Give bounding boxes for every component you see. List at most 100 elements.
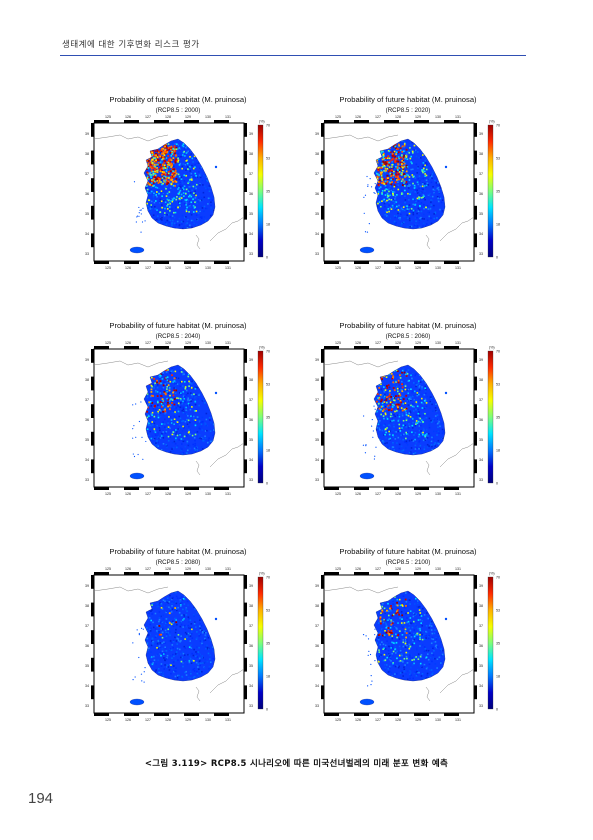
- lat-tick-label: 38: [315, 604, 319, 608]
- frame-tick-bar: [474, 459, 477, 474]
- frame-tick-bar: [354, 261, 369, 264]
- colorbar-tick-label: 0: [496, 482, 498, 486]
- frame-tick-bar: [321, 123, 324, 137]
- lon-tick-label: 126: [125, 266, 131, 270]
- lat-tick-label: 39: [479, 132, 483, 136]
- island-dot: [364, 231, 367, 233]
- island-dot: [374, 455, 376, 457]
- japan-coastline: [439, 442, 475, 468]
- lon-tick-label: 129: [185, 492, 191, 496]
- frame-tick-bar: [184, 346, 199, 349]
- lat-tick-label: 39: [249, 132, 253, 136]
- island-dot: [373, 405, 375, 407]
- island-dot: [141, 436, 143, 438]
- lon-tick-label: 130: [205, 492, 211, 496]
- tsushima-outline: [425, 234, 431, 250]
- lat-tick-label: 33: [315, 252, 319, 256]
- lon-tick-label: 127: [375, 115, 381, 119]
- lat-tick-label: 38: [249, 378, 253, 382]
- frame-tick-bar: [474, 431, 477, 446]
- lon-tick-label: 126: [355, 115, 361, 119]
- frame-tick-bar: [324, 487, 339, 490]
- lon-tick-label: 129: [415, 341, 421, 345]
- colorbar-tick-label: 35: [266, 642, 270, 646]
- lon-tick-label: 128: [395, 341, 401, 345]
- lat-tick-label: 36: [85, 192, 89, 196]
- frame-tick-bar: [414, 572, 429, 575]
- lon-tick-label: 127: [145, 115, 151, 119]
- map-panel-2060: Probability of future habitat (M. pruino…: [298, 321, 518, 511]
- lat-tick-label: 37: [85, 398, 89, 402]
- island-dot: [138, 656, 140, 659]
- frame-tick-bar: [244, 205, 247, 220]
- island-dot: [365, 445, 367, 447]
- frame-tick-bar: [154, 120, 169, 123]
- japan-coastline: [439, 668, 475, 694]
- jeju-island: [129, 698, 145, 706]
- frame-tick-bar: [244, 575, 247, 589]
- lat-tick-label: 34: [479, 684, 483, 688]
- lat-tick-label: 38: [249, 152, 253, 156]
- colorbar-tick-label: 70: [496, 350, 500, 354]
- lon-tick-label: 130: [435, 492, 441, 496]
- lat-tick-label: 38: [479, 378, 483, 382]
- colorbar-tick-label: 53: [496, 609, 500, 613]
- island-dot: [132, 679, 134, 681]
- frame-tick-bar: [414, 487, 429, 490]
- island-dot: [140, 231, 142, 233]
- island-dot: [372, 436, 374, 438]
- lat-tick-label: 37: [85, 624, 89, 628]
- frame-tick-bar: [324, 261, 339, 264]
- tsushima-outline: [195, 460, 201, 476]
- lat-tick-label: 33: [249, 704, 253, 708]
- frame-tick-bar: [244, 233, 247, 248]
- island-dot: [370, 684, 372, 686]
- island-dot: [362, 444, 365, 446]
- lat-tick-label: 38: [249, 604, 253, 608]
- frame-tick-bar: [444, 713, 459, 716]
- habitat-map: 125 125 126 126 127 127 128 128 129 129 130 130 131 1…: [85, 341, 270, 496]
- lat-tick-label: 35: [249, 664, 253, 668]
- island-dot: [368, 650, 370, 652]
- jeju-island: [129, 246, 145, 254]
- island-dot: [373, 192, 375, 194]
- frame-tick-bar: [354, 487, 369, 490]
- frame-tick-bar: [321, 376, 324, 391]
- lon-tick-label: 128: [395, 718, 401, 722]
- lon-tick-label: 126: [355, 492, 361, 496]
- lat-tick-label: 35: [249, 212, 253, 216]
- lat-tick-label: 36: [315, 192, 319, 196]
- lon-tick-label: 128: [395, 567, 401, 571]
- map-panel-2020: Probability of future habitat (M. pruino…: [298, 95, 518, 285]
- lon-tick-label: 130: [205, 266, 211, 270]
- island-dot: [371, 425, 373, 427]
- lon-tick-label: 125: [105, 115, 111, 119]
- frame-tick-bar: [124, 487, 139, 490]
- panel-subtitle: (RCP8.5 : 2040): [155, 333, 201, 340]
- lat-tick-label: 36: [479, 192, 483, 196]
- lon-tick-label: 126: [355, 266, 361, 270]
- frame-tick-bar: [384, 487, 399, 490]
- frame-tick-bar: [154, 261, 169, 264]
- ulleung-island: [444, 391, 448, 395]
- frame-tick-bar: [444, 572, 459, 575]
- frame-tick-bar: [91, 459, 94, 474]
- frame-tick-bar: [91, 123, 94, 137]
- island-dot: [136, 629, 138, 631]
- island-dot: [143, 671, 145, 673]
- frame-tick-bar: [444, 487, 459, 490]
- ulleung-island: [214, 165, 218, 169]
- colorbar-tick-label: 53: [266, 609, 270, 613]
- japan-coastline: [209, 668, 245, 694]
- lat-tick-label: 33: [85, 478, 89, 482]
- habitat-map: 125 125 126 126 127 127 128 128 129 129 130 130 131 1…: [315, 115, 500, 270]
- frame-tick-bar: [154, 487, 169, 490]
- lat-tick-label: 34: [315, 458, 319, 462]
- frame-tick-bar: [444, 346, 459, 349]
- island-dot: [144, 667, 146, 669]
- lon-tick-label: 131: [455, 341, 461, 345]
- ulleung-island: [444, 617, 448, 621]
- lon-tick-label: 129: [185, 567, 191, 571]
- frame-tick-bar: [184, 713, 199, 716]
- panel-subtitle: (RCP8.5 : 2020): [385, 107, 431, 114]
